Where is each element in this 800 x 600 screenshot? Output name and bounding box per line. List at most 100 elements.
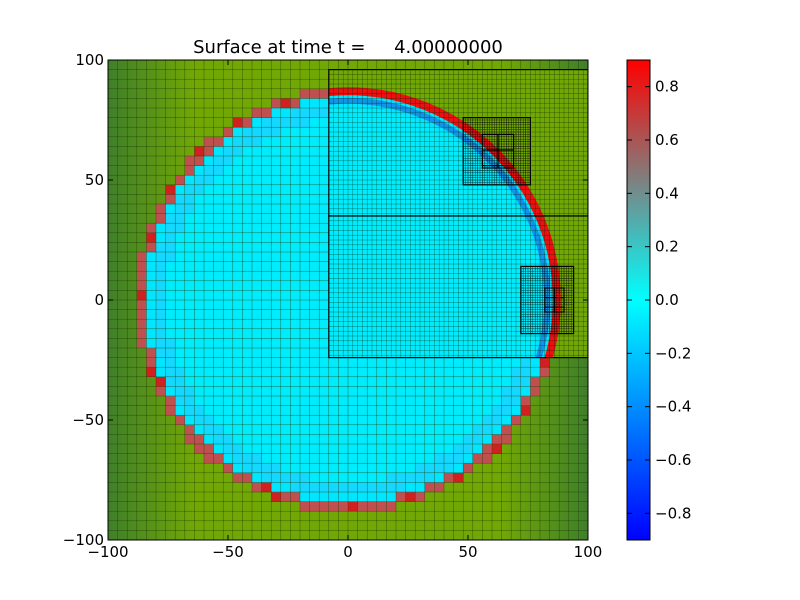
surface-cell [348, 482, 358, 493]
surface-cell [424, 463, 435, 473]
surface-cell [511, 415, 521, 425]
surface-cell [290, 328, 301, 339]
surface-cell [424, 482, 435, 493]
surface-cell [290, 194, 301, 205]
surface-cell [300, 444, 310, 454]
patch-outline [481, 133, 515, 169]
surface-cell [280, 492, 291, 502]
surface-cell [242, 184, 253, 195]
surface-cell [280, 348, 291, 358]
surface-cell [376, 472, 387, 483]
surface-cell [444, 405, 454, 416]
surface-cell [204, 386, 214, 397]
surface-cell [242, 357, 253, 368]
surface-cell [232, 156, 243, 166]
surface-cell [194, 415, 205, 425]
surface-cell [338, 482, 349, 493]
surface-cell [444, 472, 454, 483]
surface-cell [328, 386, 339, 397]
surface-cell [290, 492, 301, 502]
surface-cell [300, 232, 310, 243]
surface-cell [280, 444, 291, 454]
surface-cell [300, 213, 310, 224]
surface-cell [415, 405, 425, 416]
surface-cell [300, 463, 310, 473]
surface-cell [242, 223, 253, 233]
surface-cell [261, 357, 272, 368]
surface-cell [261, 444, 272, 454]
surface-cell [348, 463, 358, 473]
surface-cell [415, 367, 425, 377]
surface-cell [232, 309, 243, 320]
surface-cell [376, 463, 387, 473]
surface-cell [252, 376, 262, 387]
colorbar-tick-label: −0.2 [655, 344, 691, 362]
surface-cell [261, 482, 272, 493]
surface-cell [156, 367, 166, 377]
surface-cell [511, 357, 521, 368]
surface-cell [271, 444, 281, 454]
surface-cell [396, 396, 406, 406]
surface-cell [511, 376, 521, 387]
surface-cell [146, 271, 157, 281]
surface-cell [280, 434, 291, 445]
surface-cell [156, 252, 166, 262]
surface-cell [444, 434, 454, 445]
surface-cell [261, 194, 272, 205]
surface-cell [338, 357, 349, 368]
surface-cell [405, 405, 416, 416]
surface-cell [184, 405, 195, 416]
surface-cell [319, 386, 329, 397]
surface-cell [213, 280, 224, 291]
surface-cell [194, 271, 205, 281]
surface-cell [319, 252, 329, 262]
surface-cell [194, 290, 205, 301]
surface-cell [319, 357, 329, 368]
surface-cell [511, 367, 521, 377]
surface-cell [309, 127, 320, 137]
colorbar-tick-label: −0.8 [655, 504, 691, 522]
surface-cell [319, 453, 329, 464]
surface-cell [309, 252, 320, 262]
surface-cell [386, 492, 397, 502]
surface-cell [175, 261, 185, 272]
surface-cell [453, 357, 464, 368]
surface-cell [405, 463, 416, 473]
surface-cell [204, 328, 214, 339]
surface-cell [175, 338, 185, 349]
surface-cell [300, 492, 310, 502]
surface-cell [194, 242, 205, 253]
surface-cell [261, 280, 272, 291]
surface-cell [175, 175, 185, 185]
surface-cell [482, 415, 493, 425]
surface-cell [242, 117, 253, 128]
surface-cell [232, 136, 243, 147]
surface-cell [175, 232, 185, 243]
surface-cell [232, 290, 243, 301]
surface-cell [271, 156, 281, 166]
surface-cell [319, 232, 329, 243]
surface-cell [232, 242, 243, 253]
surface-cell [348, 386, 358, 397]
surface-cell [415, 434, 425, 445]
surface-cell [213, 309, 224, 320]
surface-cell [520, 357, 531, 368]
surface-cell [319, 146, 329, 157]
surface-cell [252, 146, 262, 157]
surface-cell [290, 165, 301, 176]
surface-cell [175, 300, 185, 310]
surface-cell [309, 405, 320, 416]
surface-cell [261, 463, 272, 473]
surface-cell [252, 328, 262, 339]
surface-cell [424, 424, 435, 435]
surface-cell [434, 376, 445, 387]
surface-cell [424, 376, 435, 387]
surface-cell [453, 405, 464, 416]
surface-cell [290, 319, 301, 329]
surface-cell [309, 319, 320, 329]
surface-cell [175, 213, 185, 224]
surface-cell [309, 175, 320, 185]
surface-cell [165, 204, 176, 214]
surface-cell [280, 175, 291, 185]
surface-cell [405, 415, 416, 425]
